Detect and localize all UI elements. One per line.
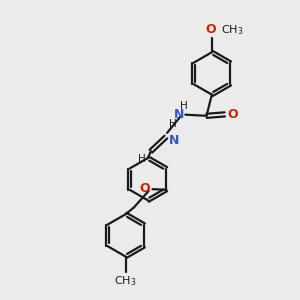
Text: O: O: [140, 182, 150, 195]
Text: H: H: [180, 101, 188, 111]
Text: H: H: [138, 154, 146, 164]
Text: N: N: [173, 108, 184, 121]
Text: H: H: [169, 119, 176, 129]
Text: O: O: [205, 23, 216, 36]
Text: O: O: [228, 108, 238, 121]
Text: N: N: [169, 134, 179, 146]
Text: CH$_3$: CH$_3$: [114, 274, 137, 288]
Text: CH$_3$: CH$_3$: [221, 23, 244, 37]
